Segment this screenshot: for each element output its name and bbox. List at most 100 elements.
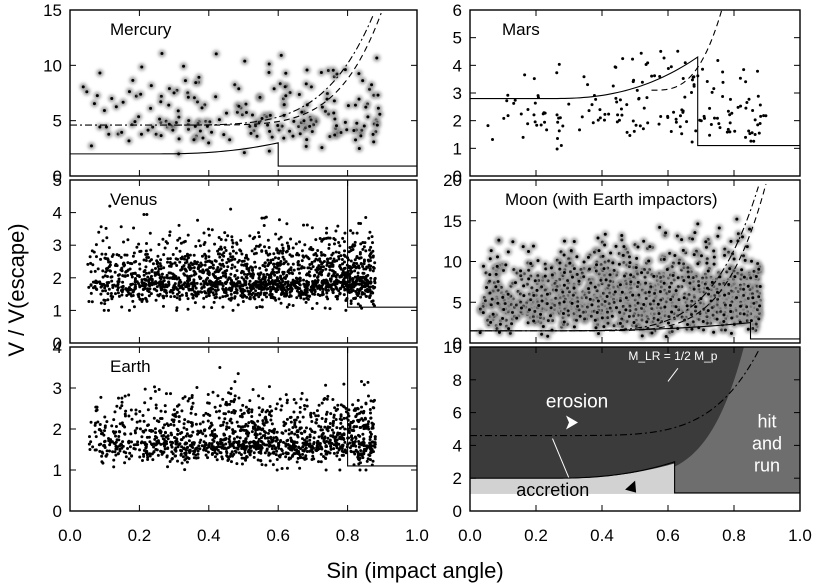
point [203, 291, 207, 295]
point [650, 74, 654, 78]
point [235, 284, 239, 288]
point [594, 326, 598, 330]
point [642, 239, 646, 243]
point [268, 252, 272, 256]
point [307, 270, 311, 274]
point [521, 135, 525, 139]
point [260, 116, 264, 120]
point [138, 297, 142, 301]
point [227, 297, 231, 301]
point [285, 249, 289, 253]
point [337, 241, 341, 245]
point [242, 278, 246, 282]
point [148, 287, 152, 291]
point [618, 98, 622, 102]
point [304, 82, 308, 86]
point [326, 236, 330, 240]
point [364, 267, 368, 271]
point [120, 290, 124, 294]
point [288, 290, 292, 294]
point [368, 294, 372, 298]
point [331, 264, 335, 268]
point [356, 271, 360, 275]
point [233, 83, 237, 87]
point [169, 263, 173, 267]
point [337, 255, 341, 259]
point [631, 57, 635, 61]
point [363, 241, 367, 245]
point [332, 282, 336, 286]
point [248, 234, 252, 238]
point [223, 231, 227, 235]
point [214, 259, 218, 263]
point [140, 284, 144, 288]
point [258, 305, 262, 309]
point [299, 296, 303, 300]
point [478, 331, 482, 335]
point [277, 237, 281, 241]
point [599, 278, 603, 282]
point [712, 87, 716, 91]
point [196, 292, 200, 296]
point [721, 80, 725, 84]
point [680, 132, 684, 136]
point [219, 275, 223, 279]
point [240, 113, 244, 117]
point [343, 254, 347, 258]
point [515, 316, 519, 320]
point [303, 243, 307, 247]
point [198, 129, 202, 133]
point [648, 245, 652, 249]
point [332, 257, 336, 261]
point [111, 285, 115, 289]
point [338, 244, 342, 248]
point [258, 266, 262, 270]
point [640, 318, 644, 322]
point [326, 257, 330, 261]
point [726, 278, 730, 282]
point [364, 249, 368, 253]
point [678, 114, 682, 118]
point [320, 146, 324, 150]
point [361, 247, 365, 251]
point [575, 272, 579, 276]
point [126, 261, 130, 265]
point [261, 263, 265, 267]
point [216, 270, 220, 274]
point [756, 94, 760, 98]
point [243, 262, 247, 266]
point [159, 264, 163, 268]
point [235, 242, 239, 246]
point [325, 97, 329, 101]
point [267, 71, 271, 75]
point [611, 84, 615, 88]
point [635, 256, 639, 260]
point [152, 282, 156, 286]
point [505, 99, 509, 103]
point [369, 245, 373, 249]
point [272, 87, 276, 91]
point [291, 278, 295, 282]
point [230, 296, 234, 300]
point [279, 235, 283, 239]
point [666, 67, 670, 71]
point [236, 276, 240, 280]
point [132, 305, 136, 309]
point [111, 295, 115, 299]
point [281, 255, 285, 259]
point [335, 287, 339, 291]
point [251, 271, 255, 275]
point [267, 278, 271, 282]
point [359, 134, 363, 138]
ytick-label: 15 [43, 1, 62, 20]
point [298, 240, 302, 244]
point [169, 271, 173, 275]
point [504, 263, 508, 267]
point [751, 108, 755, 112]
point [280, 277, 284, 281]
point [240, 252, 244, 256]
point [168, 230, 172, 234]
point [251, 291, 255, 295]
point [638, 124, 642, 128]
point [325, 92, 329, 96]
